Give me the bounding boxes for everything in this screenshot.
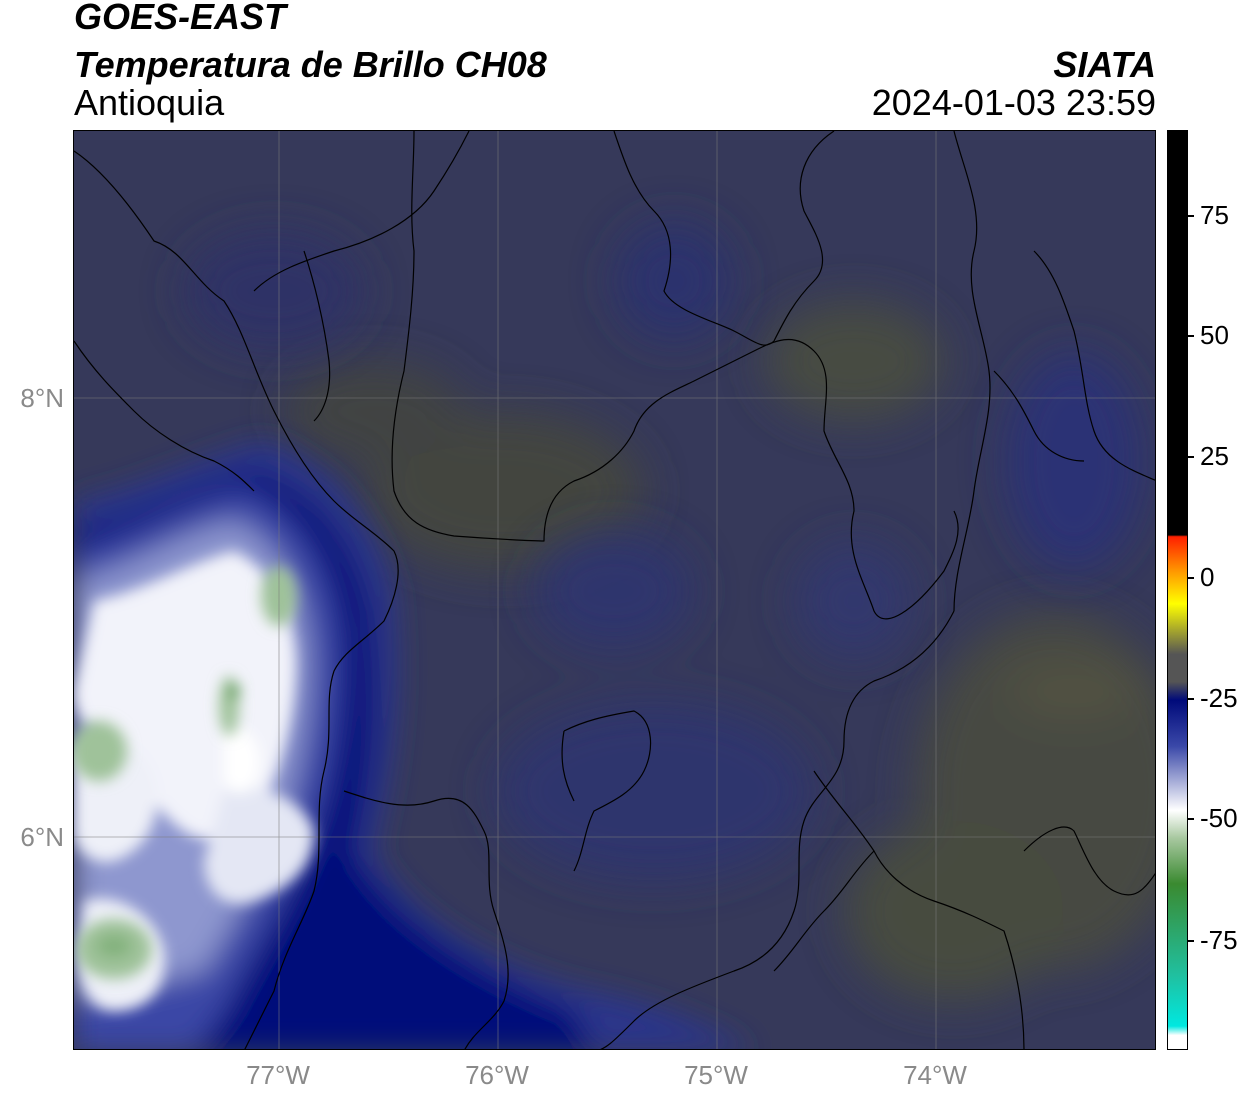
admin-borders (74, 131, 1155, 1049)
lat-label-6n: 6°N (20, 822, 64, 852)
organization-label: SIATA (1053, 44, 1156, 85)
colorbar-tick-label: 25 (1200, 441, 1229, 471)
map-title: GOES-EAST (74, 0, 287, 37)
lon-label-75w: 75°W (684, 1060, 748, 1090)
lon-label-77w: 77°W (246, 1060, 310, 1090)
colorbar-tick-label: -75 (1200, 925, 1238, 955)
colorbar-tick-label: 0 (1200, 562, 1215, 592)
timestamp-label: 2024-01-03 23:59 (871, 82, 1156, 123)
lon-label-74w: 74°W (903, 1060, 967, 1090)
region-label: Antioquia (74, 82, 225, 123)
satellite-map[interactable] (73, 130, 1156, 1050)
lat-label-8n: 8°N (20, 383, 64, 413)
colorbar-tick-label: -25 (1200, 683, 1238, 713)
colorbar-tick-label: 75 (1200, 200, 1229, 230)
graticule (74, 131, 1155, 1049)
colorbar-tick (1188, 335, 1194, 337)
colorbar-tick (1188, 698, 1194, 700)
colorbar-tick (1188, 456, 1194, 458)
temperature-colorbar (1167, 130, 1188, 1050)
cool-patches (184, 221, 1144, 881)
colorbar-tick-label: -50 (1200, 803, 1238, 833)
colorbar-tick (1188, 577, 1194, 579)
colorbar-tick (1188, 940, 1194, 942)
colorbar-tick (1188, 215, 1194, 217)
lon-label-76w: 76°W (465, 1060, 529, 1090)
map-canvas (74, 131, 1155, 1049)
colorbar-tick-label: 50 (1200, 320, 1229, 350)
map-subtitle: Temperatura de Brillo CH08 (74, 44, 547, 85)
colorbar-tick (1188, 818, 1194, 820)
